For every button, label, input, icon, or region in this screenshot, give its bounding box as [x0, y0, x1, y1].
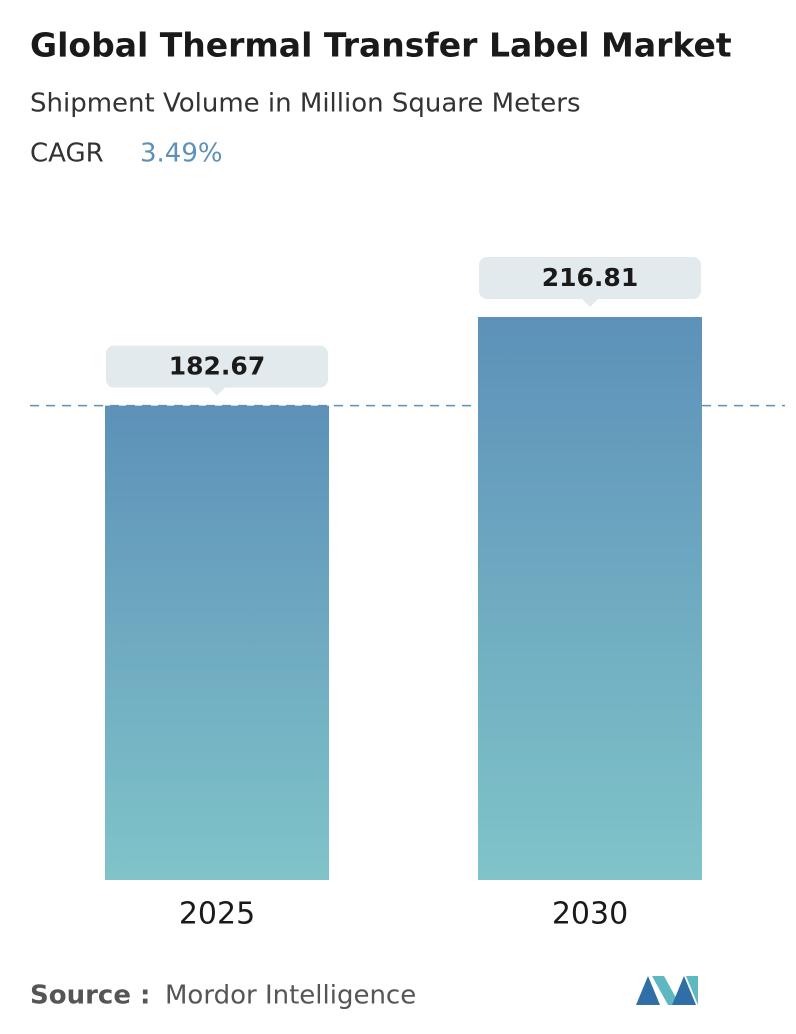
value-label-box [479, 257, 701, 299]
value-label: 216.81 [542, 263, 638, 292]
chart-title: Global Thermal Transfer Label Market [30, 26, 732, 65]
value-label-box [106, 345, 328, 388]
cagr-value: 3.49% [140, 139, 223, 169]
value-label-pointer [581, 298, 599, 307]
x-tick-label: 2030 [552, 897, 628, 932]
bar [105, 405, 329, 880]
value-label: 182.67 [169, 352, 265, 381]
x-tick-label: 2025 [179, 897, 255, 932]
source: Mordor Intelligence [165, 981, 416, 1011]
bar [478, 317, 702, 880]
chart-subtitle: Shipment Volume in Million Square Meters [30, 89, 581, 119]
plot: 182.67 2025 216.81 2030 [30, 257, 785, 932]
value-label-pointer [208, 386, 226, 396]
source-label: Source : [30, 981, 150, 1011]
cagr-label: CAGR [30, 139, 104, 169]
logo [636, 976, 698, 1005]
